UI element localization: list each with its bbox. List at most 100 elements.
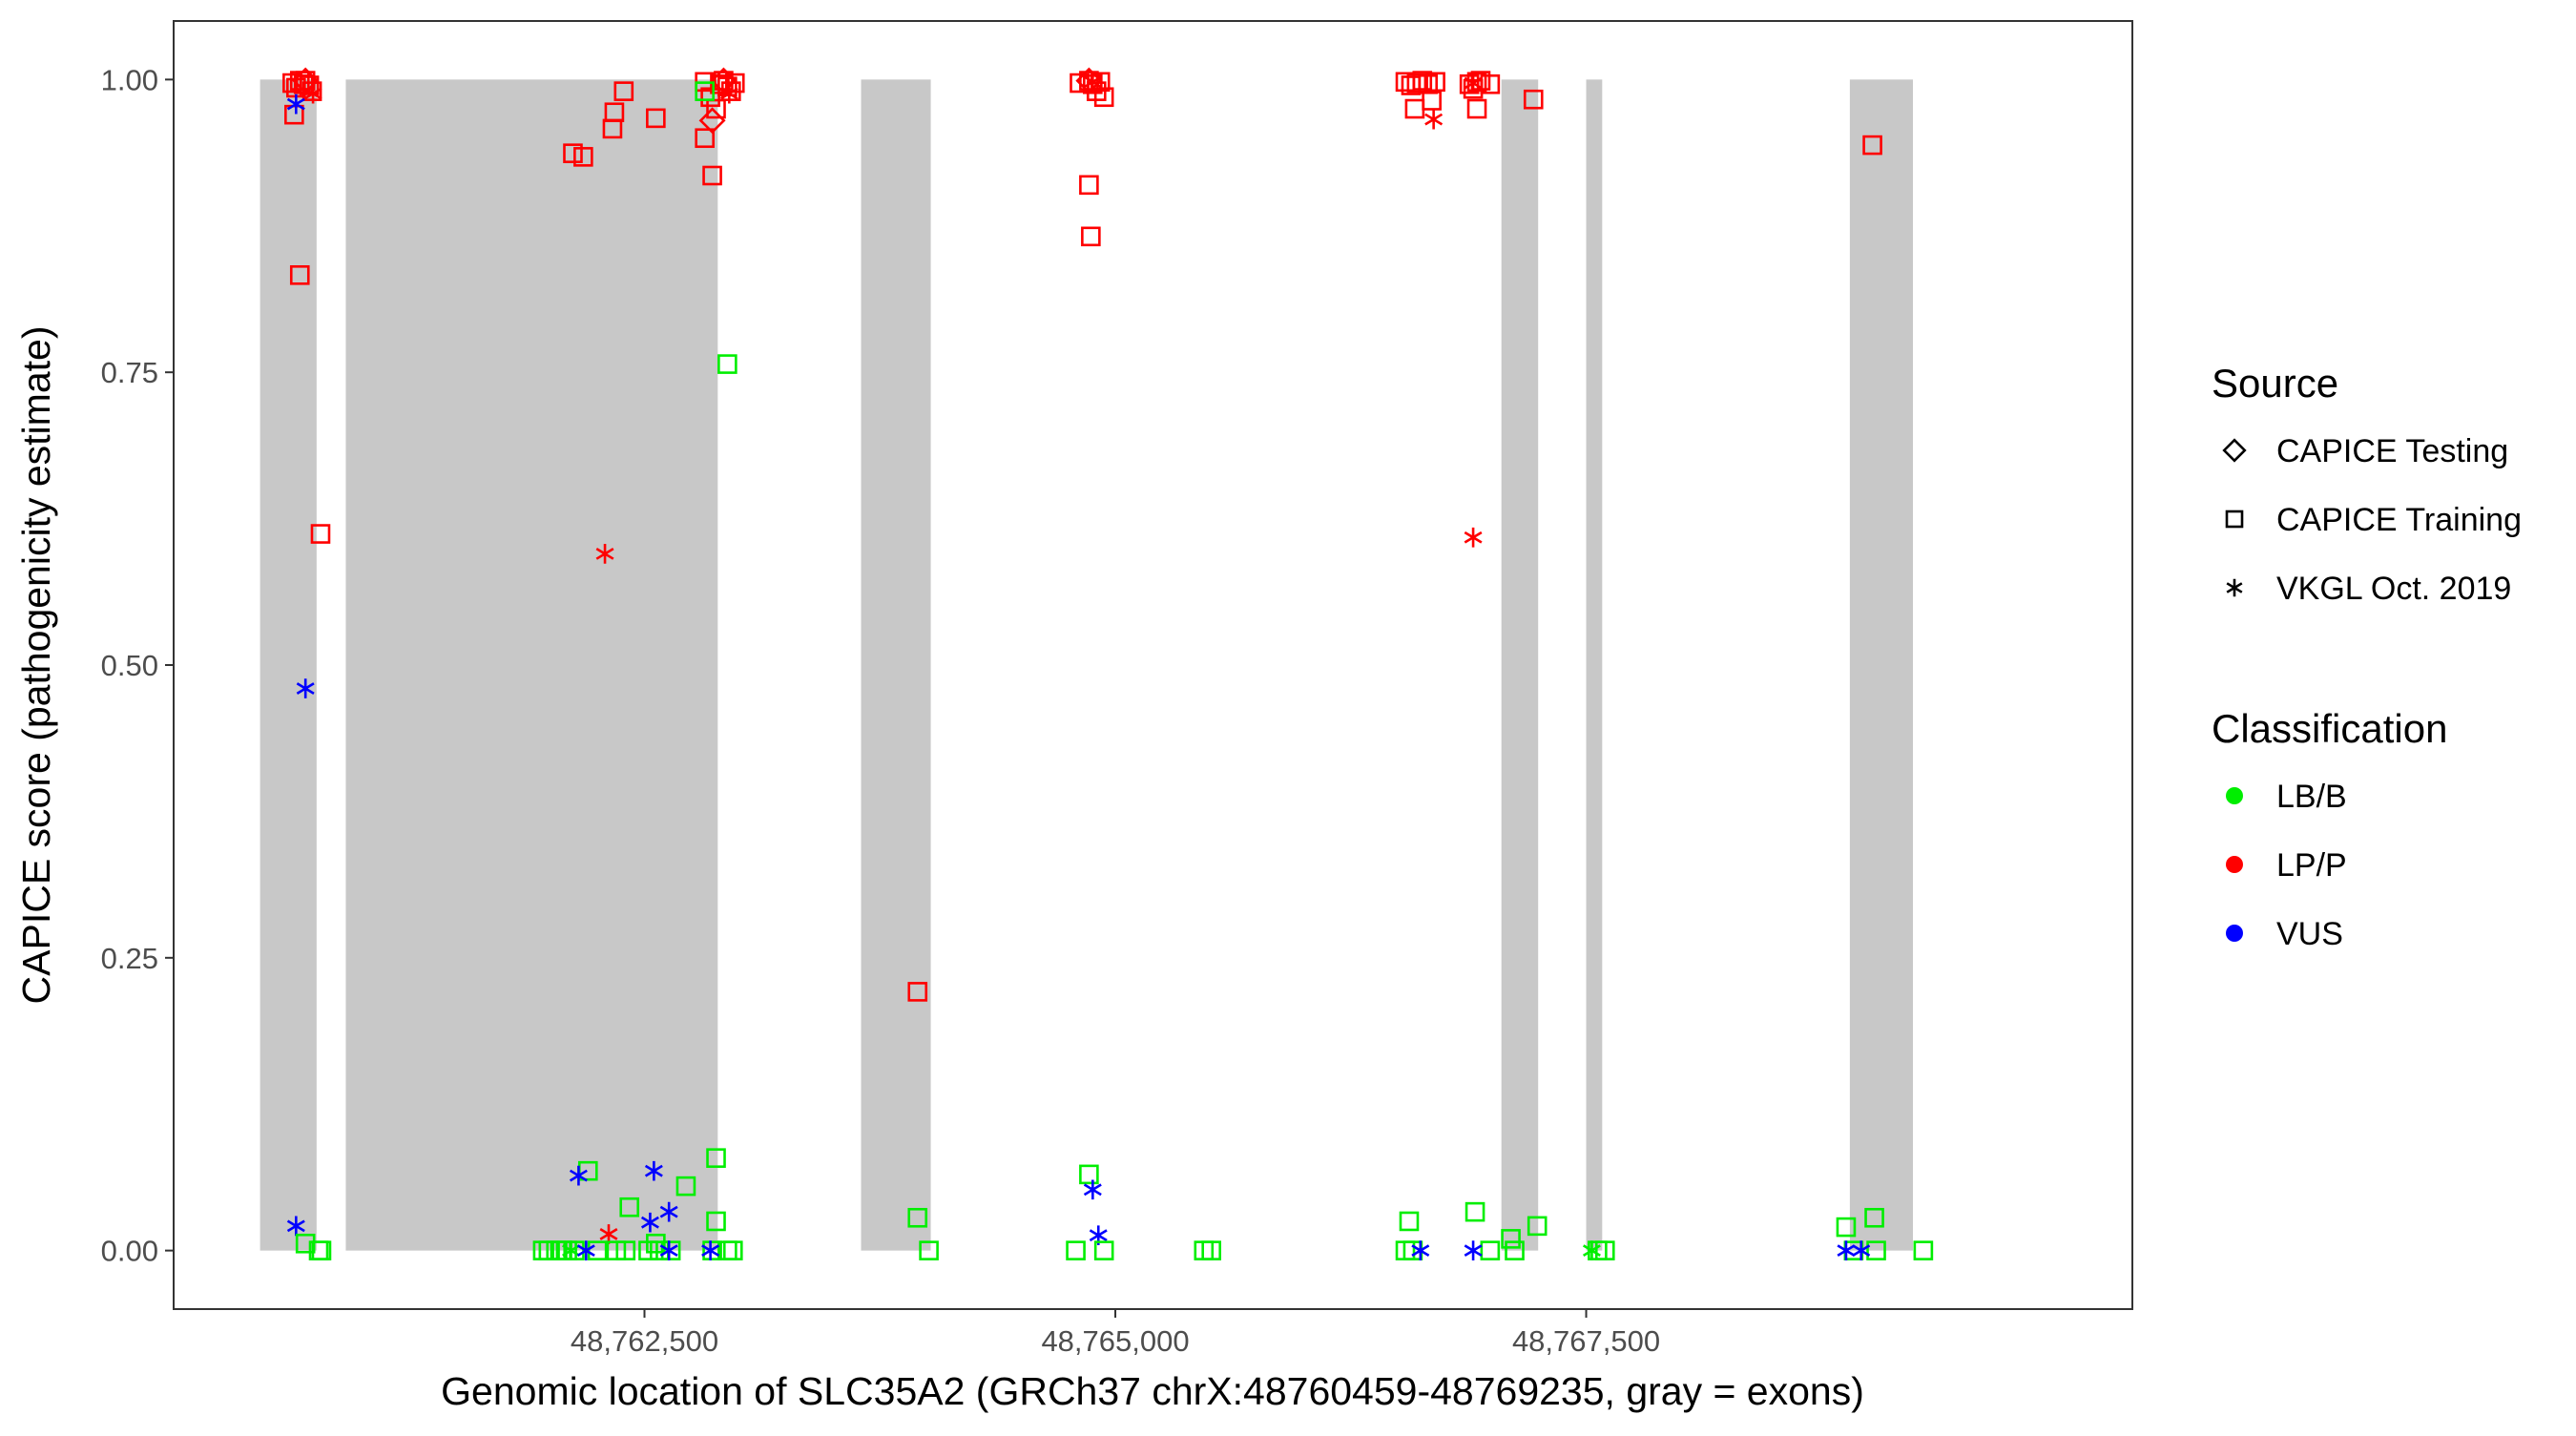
data-point-asterisk: [719, 83, 738, 104]
data-point-square: [1406, 73, 1427, 94]
legend-classification-label: LB/B: [2276, 779, 2347, 815]
legend-dot-icon: [2226, 856, 2243, 873]
data-point-square: [646, 1233, 666, 1254]
data-point-square: [706, 1211, 726, 1232]
data-point-asterisk: [1464, 1240, 1483, 1260]
data-point-square: [702, 165, 722, 186]
data-point-asterisk: [640, 1212, 659, 1233]
y-tick-label: 1.00: [101, 63, 158, 96]
data-point-square: [1093, 1240, 1114, 1260]
data-point-square: [1862, 135, 1882, 156]
data-point-square: [613, 81, 634, 101]
legend-dot-icon: [2226, 925, 2243, 942]
data-point-square: [660, 1240, 681, 1260]
data-point-square: [907, 1207, 928, 1228]
legend-diamond-icon: [2222, 438, 2247, 463]
x-tick-label: 48,765,000: [1041, 1324, 1189, 1358]
legend-classification-title: Classification: [2212, 706, 2447, 751]
y-tick-label: 0.75: [101, 356, 158, 389]
y-axis-label: CAPICE score (pathogenicity estimate): [14, 326, 58, 1005]
data-point-diamond: [1075, 67, 1103, 94]
data-point-square: [706, 98, 726, 119]
data-point-square: [1866, 1240, 1886, 1260]
data-point-square: [907, 982, 928, 1002]
data-point-square: [310, 524, 331, 544]
data-point-square: [1422, 91, 1442, 111]
exon-band: [1849, 79, 1914, 1251]
data-point-square: [1527, 1216, 1548, 1237]
data-point-square: [702, 1240, 722, 1260]
data-point-square: [311, 1240, 332, 1260]
legend-source-title: Source: [2212, 361, 2338, 406]
data-point-square: [563, 143, 583, 163]
legend: Source CAPICE Testing CAPICE Training VKGL…: [2212, 361, 2522, 952]
data-point-asterisk: [286, 94, 305, 114]
data-point-square: [1425, 72, 1445, 93]
data-point-square: [1412, 71, 1433, 91]
x-tick-label: 48,767,500: [1512, 1324, 1660, 1358]
data-point-asterisk: [296, 678, 315, 698]
y-tick-label: 0.25: [101, 942, 158, 975]
data-point-square: [722, 1240, 743, 1260]
data-point-asterisk: [644, 1160, 663, 1181]
data-point-square: [1399, 1211, 1420, 1232]
exon-band: [260, 79, 317, 1251]
data-point-square: [1523, 89, 1544, 110]
legend-classification-label: LP/P: [2276, 847, 2347, 884]
legend-classification-items: LB/B LP/P VUS: [2226, 779, 2347, 952]
x-tick-label: 48,762,500: [571, 1324, 718, 1358]
data-point-asterisk: [569, 1165, 588, 1186]
data-point-diamond: [292, 67, 320, 94]
data-point-square: [615, 1240, 636, 1260]
exon-band: [345, 79, 718, 1251]
data-point-square: [289, 265, 310, 285]
points-layer: [282, 67, 1934, 1260]
exon-layer: [260, 79, 1914, 1251]
data-point-asterisk: [701, 1240, 720, 1260]
legend-asterisk-icon: [2226, 578, 2243, 597]
data-point-square: [1505, 1240, 1525, 1260]
data-point-asterisk: [1837, 1240, 1856, 1260]
data-point-square: [587, 1240, 608, 1260]
data-point-square: [1864, 1207, 1884, 1228]
y-tick-label: 0.50: [101, 649, 158, 682]
data-point-square: [604, 102, 625, 123]
data-point-asterisk: [303, 83, 322, 104]
exon-band: [1501, 79, 1539, 1251]
data-point-square: [1480, 73, 1501, 94]
data-point-asterisk: [1083, 72, 1102, 93]
data-point-asterisk: [576, 1240, 595, 1260]
data-point-square: [1480, 1240, 1501, 1260]
data-point-square: [619, 1197, 640, 1217]
data-point-square: [706, 1148, 726, 1168]
legend-source-label: CAPICE Testing: [2276, 433, 2508, 469]
data-point-square: [717, 354, 737, 374]
data-point-square: [1081, 226, 1101, 247]
data-point-square: [695, 128, 715, 149]
data-point-square: [1594, 1240, 1615, 1260]
legend-source-items: CAPICE Testing CAPICE Training VKGL Oct. 2…: [2222, 433, 2522, 607]
legend-square-icon: [2225, 510, 2244, 529]
data-point-square: [1093, 87, 1114, 108]
data-point-square: [1201, 1240, 1221, 1260]
data-point-asterisk: [1411, 1240, 1430, 1260]
x-axis-label: Genomic location of SLC35A2 (GRCh37 chrX…: [441, 1369, 1864, 1413]
data-point-asterisk: [1083, 1179, 1102, 1200]
data-point-asterisk: [562, 1240, 580, 1260]
data-point-asterisk: [1464, 527, 1483, 548]
data-point-square: [1466, 98, 1487, 119]
data-point-asterisk: [1464, 73, 1483, 94]
data-point-square: [1836, 1217, 1857, 1238]
data-point-square: [919, 1240, 939, 1260]
legend-source-label: VKGL Oct. 2019: [2276, 571, 2511, 607]
data-point-square: [1465, 1201, 1485, 1222]
data-point-square: [573, 147, 593, 167]
y-axis: 0.00 0.25 0.50 0.75 1.00: [101, 63, 174, 1268]
x-axis: 48,762,500 48,765,000 48,767,500: [571, 1309, 1660, 1358]
data-point-square: [299, 75, 320, 95]
legend-source-label: CAPICE Training: [2276, 502, 2522, 538]
data-point-square: [1079, 175, 1099, 196]
data-point-square: [646, 108, 666, 129]
